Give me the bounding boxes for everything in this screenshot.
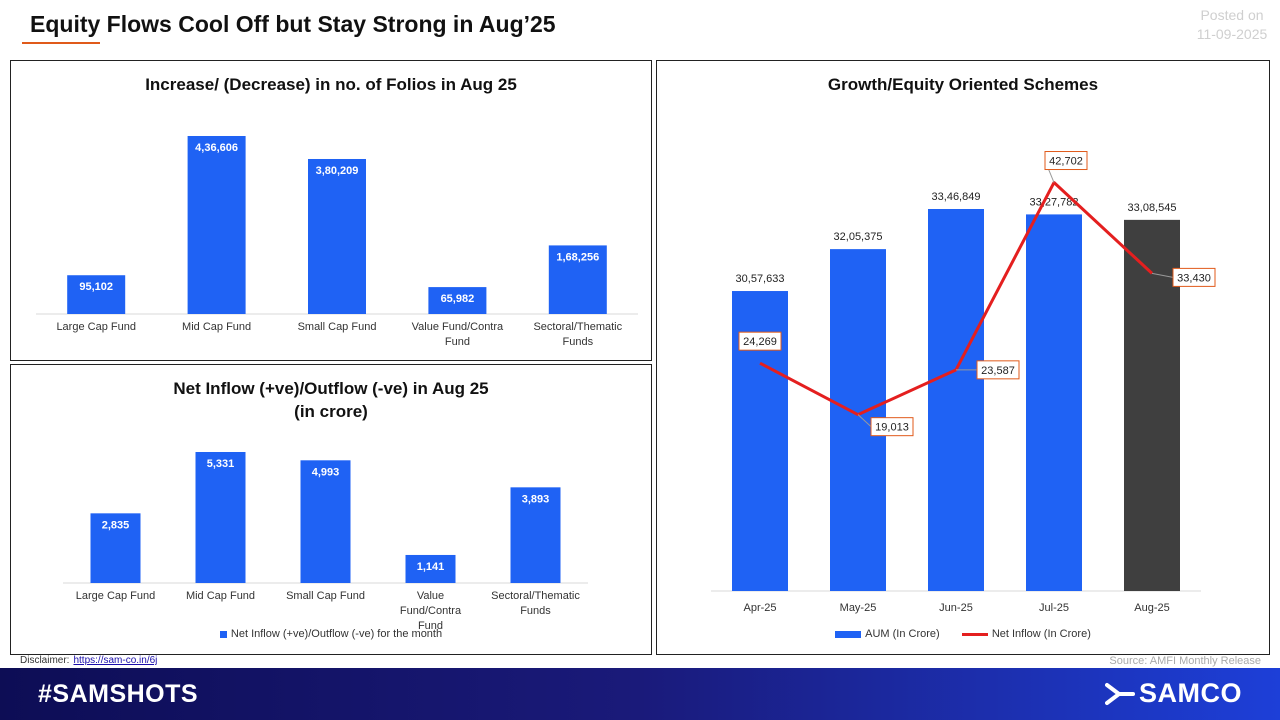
net-inflow-data-label-apr-25: 24,269 [743, 336, 777, 348]
net-inflow-chart: 2,835 Large Cap Fund 5,331 Mid Cap Fund 4,99… [63, 452, 588, 632]
folios-bar-value-fund-contra-fund [428, 287, 487, 314]
posted-date-value: 11-09-2025 [1196, 26, 1268, 42]
net-inflow-chart-title: Net Inflow (+ve)/Outflow (-ve) in Aug 25 [173, 379, 489, 398]
disclaimer-label: Disclaimer: [20, 655, 70, 666]
legend-label-net-inflow-line: Net Inflow (In Crore) [991, 628, 1091, 640]
net-inflow-tick-label-small-cap-fund: Small Cap Fund [286, 590, 365, 602]
net-inflow-bar-sectoral-thematic-funds [510, 487, 561, 583]
folios-bar-sectoral-thematic-funds [548, 245, 607, 314]
net-inflow-bar-small-cap-fund [300, 460, 351, 583]
footer-banner: #SAMSHOTS SAMCO [0, 668, 1280, 720]
title-underline [22, 42, 100, 44]
equity-tick-label-aug-25: Aug-25 [1134, 602, 1169, 614]
folios-data-label-small-cap-fund: 3,80,209 [316, 165, 359, 177]
equity-schemes-chart-panel: 30,57,633 Apr-25 32,05,375 May-25 33,46,849 J… [656, 60, 1270, 655]
equity-tick-label-jul-25: Jul-25 [1039, 602, 1069, 614]
folios-tick-label-large-cap-fund: Large Cap Fund [56, 321, 136, 333]
net-inflow-tick-label-sectoral-thematic-funds: Sectoral/Thematic Funds [491, 590, 580, 617]
net-inflow-data-label-aug-25: 33,430 [1177, 272, 1211, 284]
equity-tick-label-apr-25: Apr-25 [743, 602, 776, 614]
equity-schemes-legend: AUM (In Crore) Net Inflow (In Crore) [657, 628, 1269, 640]
legend-label-net-inflow: Net Inflow (+ve)/Outflow (-ve) for the m… [230, 628, 443, 640]
folios-data-label-value-fund-contra-fund: 65,982 [441, 293, 475, 305]
net-inflow-data-label-jun-25: 23,587 [981, 365, 1015, 377]
net-inflow-leader-aug-25 [1151, 272, 1174, 278]
net-inflow-data-label-mid-cap-fund: 5,331 [207, 458, 235, 470]
net-inflow-chart-subtitle: (in crore) [294, 402, 368, 421]
aum-data-label-apr-25: 30,57,633 [736, 273, 785, 285]
aum-bar-aug-25 [1124, 219, 1180, 592]
folios-bar-mid-cap-fund [187, 136, 246, 314]
posted-label: Posted on [1200, 7, 1264, 23]
net-inflow-data-label-may-25: 19,013 [875, 422, 909, 434]
samco-wordmark: SAMCO [1139, 678, 1242, 708]
folios-data-label-mid-cap-fund: 4,36,606 [195, 142, 238, 154]
legend-swatch-net-inflow [219, 630, 227, 638]
equity-tick-label-may-25: May-25 [840, 602, 877, 614]
equity-schemes-chart: 30,57,633 Apr-25 32,05,375 May-25 33,46,849 J… [711, 151, 1216, 614]
net-inflow-label-box-may-25 [870, 417, 914, 437]
folios-chart-title: Increase/ (Decrease) in no. of Folios in… [145, 75, 517, 94]
net-inflow-bar-value-fund-contra-fund [405, 554, 456, 583]
equity-schemes-chart-title: Growth/Equity Oriented Schemes [827, 75, 1099, 94]
net-inflow-tick-label-large-cap-fund: Large Cap Fund [76, 590, 156, 602]
net-inflow-data-label-large-cap-fund: 2,835 [102, 519, 130, 531]
net-inflow-data-label-value-fund-contra-fund: 1,141 [417, 561, 445, 573]
folios-tick-label-sectoral-thematic-funds: Sectoral/Thematic Funds [533, 321, 622, 348]
net-inflow-chart-panel: 2,835 Large Cap Fund 5,331 Mid Cap Fund 4,99… [10, 364, 652, 655]
net-inflow-label-box-apr-25 [738, 331, 782, 351]
posted-date: Posted on 11-09-2025 [1190, 6, 1274, 44]
folios-bar-large-cap-fund [67, 275, 126, 314]
net-inflow-bar-large-cap-fund [90, 513, 141, 583]
net-inflow-data-label-jul-25: 42,702 [1049, 156, 1083, 168]
folios-tick-label-value-fund-contra-fund: Value Fund/Contra Fund [412, 321, 504, 348]
net-inflow-tick-label-value-fund-contra-fund: Value Fund/Contra Fund [400, 590, 462, 632]
net-inflow-label-box-aug-25 [1172, 267, 1216, 287]
net-inflow-label-box-jul-25 [1044, 151, 1088, 171]
disclaimer: Disclaimer: https://sam-co.in/6j [20, 655, 157, 666]
legend-swatch-net-inflow-line [961, 632, 988, 636]
net-inflow-legend: Net Inflow (+ve)/Outflow (-ve) for the m… [11, 628, 651, 640]
equity-tick-label-jun-25: Jun-25 [939, 602, 973, 614]
aum-data-label-jun-25: 33,46,849 [932, 191, 981, 203]
folios-tick-label-small-cap-fund: Small Cap Fund [298, 321, 377, 333]
folios-bar-small-cap-fund [308, 158, 366, 314]
disclaimer-link[interactable]: https://sam-co.in/6j [73, 655, 158, 666]
aum-bar-jun-25 [928, 209, 984, 591]
aum-data-label-aug-25: 33,08,545 [1128, 202, 1177, 214]
folios-tick-label-mid-cap-fund: Mid Cap Fund [182, 321, 251, 333]
net-inflow-tick-label-mid-cap-fund: Mid Cap Fund [186, 590, 255, 602]
net-inflow-leader-may-25 [857, 414, 872, 428]
samco-logo-icon [1105, 682, 1135, 705]
legend-swatch-aum [835, 630, 862, 638]
folios-data-label-sectoral-thematic-funds: 1,68,256 [556, 251, 599, 263]
folios-chart-panel: 95,102 Large Cap Fund 4,36,606 Mid Cap Fund… [10, 60, 652, 361]
legend-label-aum: AUM (In Crore) [865, 628, 940, 640]
net-inflow-data-label-sectoral-thematic-funds: 3,893 [522, 493, 550, 505]
folios-chart: 95,102 Large Cap Fund 4,36,606 Mid Cap Fund… [36, 136, 638, 348]
net-inflow-label-box-jun-25 [976, 360, 1020, 380]
folios-data-label-large-cap-fund: 95,102 [79, 281, 113, 293]
samco-logo: SAMCO [1105, 678, 1242, 709]
source-note: Source: AMFI Monthly Release [1109, 655, 1261, 667]
samshots-hashtag: #SAMSHOTS [38, 680, 199, 708]
net-inflow-data-label-small-cap-fund: 4,993 [312, 466, 340, 478]
aum-data-label-may-25: 32,05,375 [834, 231, 883, 243]
net-inflow-bar-mid-cap-fund [195, 452, 246, 583]
aum-bar-jul-25 [1026, 214, 1082, 591]
page-title: Equity Flows Cool Off but Stay Strong in… [30, 11, 556, 37]
